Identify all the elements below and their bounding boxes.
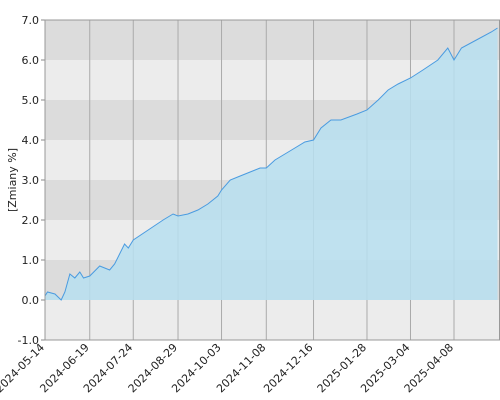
y-tick-label: 1.0: [22, 254, 40, 267]
line: [44, 27, 498, 301]
y-tick-label: 7.0: [22, 14, 40, 27]
y-tick-label: 5.0: [22, 94, 40, 107]
y-axis-label: [Zmiany %]: [6, 148, 19, 212]
y-tick-label: 6.0: [22, 54, 40, 67]
grid-band: [45, 20, 500, 60]
y-tick-label: -1.0: [18, 334, 39, 347]
y-tick-label: 3.0: [22, 174, 40, 187]
y-tick-label: 2.0: [22, 214, 40, 227]
y-tick-label: 4.0: [22, 134, 40, 147]
grid-band: [45, 300, 500, 340]
y-tick-label: 0.0: [22, 294, 40, 307]
x-tick-label: 2024-12-16: [261, 341, 315, 395]
